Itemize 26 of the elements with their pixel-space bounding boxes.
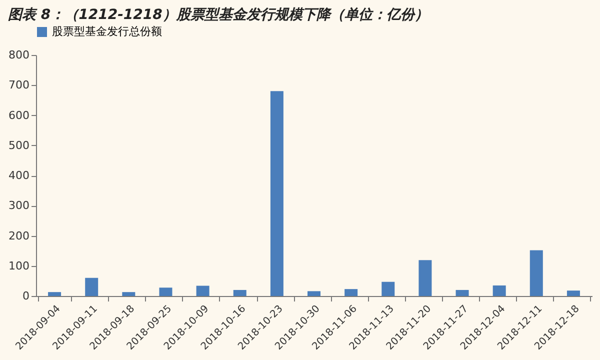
y-tick-label: 500 xyxy=(8,138,30,152)
bar xyxy=(233,290,246,296)
bar xyxy=(382,282,395,296)
bar xyxy=(85,278,98,296)
legend-label: 股票型基金发行总份额 xyxy=(52,25,162,38)
y-tick-label: 700 xyxy=(8,78,30,92)
bar xyxy=(308,291,320,296)
bar xyxy=(122,292,136,296)
y-tick-label: 400 xyxy=(8,169,30,182)
bar xyxy=(196,286,210,296)
bar xyxy=(530,250,543,296)
bar xyxy=(566,290,580,296)
bar xyxy=(456,290,469,296)
bar xyxy=(344,289,358,296)
bar xyxy=(492,285,506,296)
y-tick-label: 800 xyxy=(8,48,30,62)
y-tick-label: 600 xyxy=(8,108,30,122)
y-tick-label: 300 xyxy=(8,199,30,212)
y-tick-label: 0 xyxy=(22,290,30,302)
y-tick-label: 100 xyxy=(8,259,30,272)
bar xyxy=(48,292,62,296)
chart-title: 图表 8：（1212-1218）股票型基金发行规模下降（单位：亿份） xyxy=(8,7,428,23)
bar xyxy=(418,260,432,296)
y-tick-label: 200 xyxy=(8,229,30,242)
bar xyxy=(270,91,284,296)
bar xyxy=(159,288,172,296)
